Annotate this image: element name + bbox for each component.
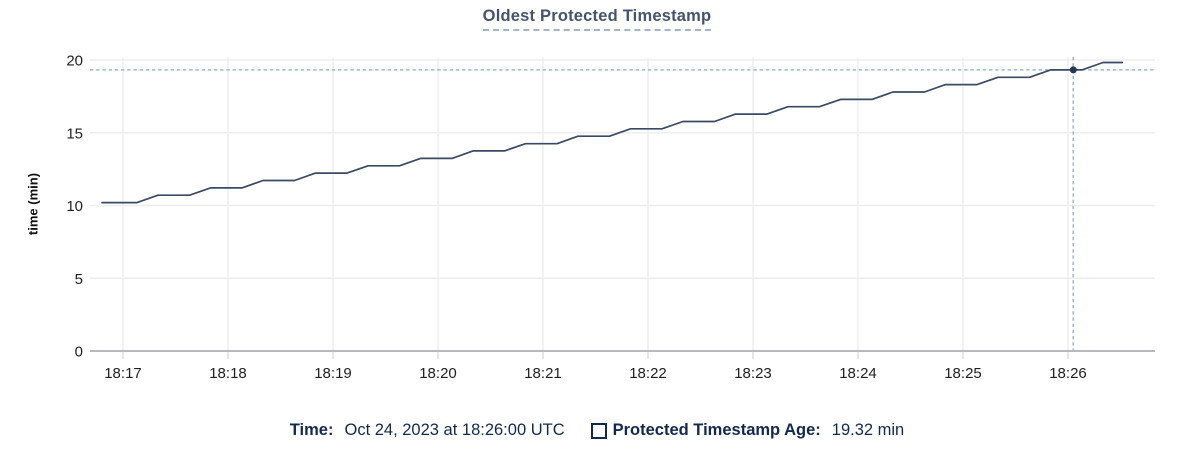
y-tick-label: 15 [66, 125, 83, 142]
hover-time-readout: Time: Oct 24, 2023 at 18:26:00 UTC [290, 421, 565, 440]
x-tick-label: 18:17 [104, 365, 142, 382]
y-tick-label: 0 [75, 344, 83, 361]
time-label: Time: [289, 421, 334, 439]
x-tick-label: 18:26 [1049, 365, 1087, 382]
x-tick-label: 18:22 [629, 365, 667, 382]
x-tick-label: 18:25 [944, 365, 982, 382]
y-tick-label: 5 [75, 271, 83, 288]
y-tick-label: 10 [66, 198, 83, 215]
chart-title[interactable]: Oldest Protected Timestamp [482, 7, 712, 31]
legend-checkbox-icon[interactable] [590, 422, 607, 439]
x-tick-label: 18:18 [209, 365, 247, 382]
series-line [101, 61, 1124, 204]
x-tick-label: 18:19 [314, 365, 352, 382]
series-value: 19.32 min [831, 421, 905, 439]
oldest-protected-timestamp-chart[interactable]: 0 5 10 15 20 18:17 18:18 18:19 18:20 18:21 18:22 18… [0, 0, 1194, 412]
x-tick-label: 18:21 [524, 365, 562, 382]
chart-legend: Time: Oct 24, 2023 at 18:26:00 UTC Prote… [0, 421, 1194, 440]
y-tick-label: 20 [66, 53, 83, 70]
chart-header: Oldest Protected Timestamp [0, 7, 1194, 31]
legend-item-protected-timestamp-age[interactable]: Protected Timestamp Age: 19.32 min [590, 421, 905, 440]
x-tick-label: 18:24 [839, 365, 877, 382]
time-value: Oct 24, 2023 at 18:26:00 UTC [344, 421, 565, 439]
hover-dot [1069, 66, 1077, 74]
series-label: Protected Timestamp Age: [612, 421, 821, 439]
x-tick-label: 18:23 [734, 365, 772, 382]
x-tick-label: 18:20 [419, 365, 457, 382]
